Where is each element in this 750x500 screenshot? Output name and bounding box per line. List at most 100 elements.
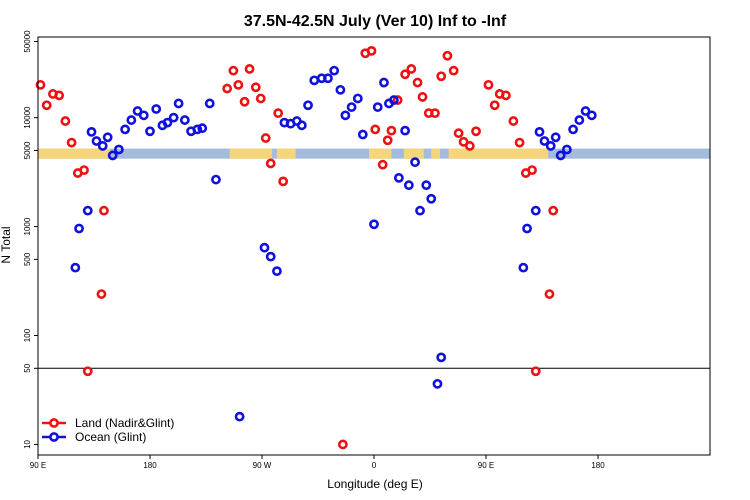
data-point	[102, 132, 113, 143]
map-land-segment	[448, 148, 549, 159]
data-point	[54, 90, 65, 101]
map-land-segment	[229, 148, 272, 159]
data-point	[74, 223, 84, 234]
data-point	[173, 98, 184, 109]
data-point	[522, 223, 532, 234]
data-point	[151, 104, 162, 114]
data-point	[501, 90, 511, 101]
data-point	[296, 120, 307, 131]
data-point	[392, 95, 403, 105]
data-point	[377, 159, 388, 170]
data-point	[255, 93, 266, 104]
data-point	[168, 112, 179, 123]
data-point	[66, 137, 77, 148]
data-point	[568, 124, 579, 135]
x-tick-label: 90 E	[478, 461, 494, 470]
data-point	[436, 352, 447, 363]
data-point	[574, 115, 585, 125]
data-point	[464, 141, 475, 151]
x-tick-label: 90 W	[253, 461, 272, 470]
data-point	[259, 242, 270, 253]
map-land-segment	[276, 148, 296, 159]
data-point	[550, 132, 561, 143]
data-point	[471, 126, 481, 137]
data-point	[309, 75, 320, 86]
data-point	[145, 126, 155, 137]
x-axis: 90 E 180 90 W 0 90 E 180	[30, 455, 605, 470]
x-axis-title: Longitude (deg E)	[327, 477, 422, 491]
data-point	[197, 123, 208, 134]
data-point	[415, 205, 425, 216]
legend: Land (Nadir&Glint)Ocean (Glint)	[42, 416, 174, 444]
data-point	[126, 115, 137, 125]
data-point	[222, 83, 233, 94]
y-axis-title: N Total	[0, 226, 13, 263]
data-point	[113, 144, 124, 155]
data-point	[400, 125, 411, 136]
data-point	[211, 174, 221, 185]
y-tick-label: 100	[23, 328, 32, 342]
y-tick-label: 10	[23, 439, 32, 448]
data-point	[70, 262, 81, 273]
y-tick-label: 1000	[23, 217, 32, 235]
data-point	[265, 158, 276, 169]
data-point	[548, 205, 559, 216]
data-point	[489, 100, 500, 111]
data-point	[483, 79, 494, 90]
data-point	[260, 133, 271, 143]
data-point	[107, 150, 118, 161]
map-land-segment	[38, 148, 111, 159]
data-point	[406, 64, 417, 74]
data-point	[544, 289, 555, 299]
data-point	[518, 262, 529, 273]
data-point	[99, 205, 109, 216]
x-tick-label: 90 E	[30, 461, 46, 470]
data-point	[35, 79, 46, 90]
y-axis: 10 50 100 500 1000 5000 10000 50000	[23, 30, 38, 449]
data-point	[586, 110, 597, 121]
data-point	[91, 136, 102, 146]
series-layer	[35, 45, 597, 450]
data-point	[527, 165, 537, 175]
data-point	[432, 378, 443, 389]
data-point	[234, 411, 245, 422]
data-point	[412, 77, 423, 88]
data-point	[272, 266, 282, 277]
data-point	[239, 96, 250, 107]
data-point	[335, 84, 346, 95]
data-point	[179, 115, 190, 125]
data-point	[379, 77, 389, 88]
data-point	[530, 366, 541, 377]
data-point	[346, 102, 357, 112]
data-point	[545, 141, 556, 151]
data-point	[86, 126, 97, 137]
data-point	[82, 366, 93, 377]
data-point	[534, 126, 545, 137]
legend-marker	[49, 432, 59, 442]
data-point	[250, 82, 261, 93]
data-point	[337, 439, 348, 450]
chart-title: 37.5N-42.5N July (Ver 10) Inf to -Inf	[244, 13, 507, 30]
data-point	[96, 289, 107, 299]
world-map-strip	[38, 148, 710, 159]
data-point	[410, 157, 420, 168]
y-tick-label: 500	[23, 252, 32, 266]
data-point	[436, 71, 447, 82]
data-point	[278, 176, 289, 187]
data-point	[382, 135, 393, 146]
y-tick-label: 5000	[23, 141, 32, 159]
map-land-segment	[431, 148, 440, 159]
data-point	[233, 79, 244, 90]
data-point	[539, 136, 550, 146]
legend-label: Land (Nadir&Glint)	[75, 416, 174, 430]
data-point	[138, 110, 149, 121]
data-point	[340, 110, 351, 121]
data-point	[561, 144, 572, 155]
data-point	[273, 108, 284, 119]
data-point	[204, 98, 215, 109]
data-point	[60, 116, 71, 126]
data-point	[372, 102, 383, 112]
data-point	[370, 124, 381, 135]
legend-marker	[49, 418, 59, 428]
